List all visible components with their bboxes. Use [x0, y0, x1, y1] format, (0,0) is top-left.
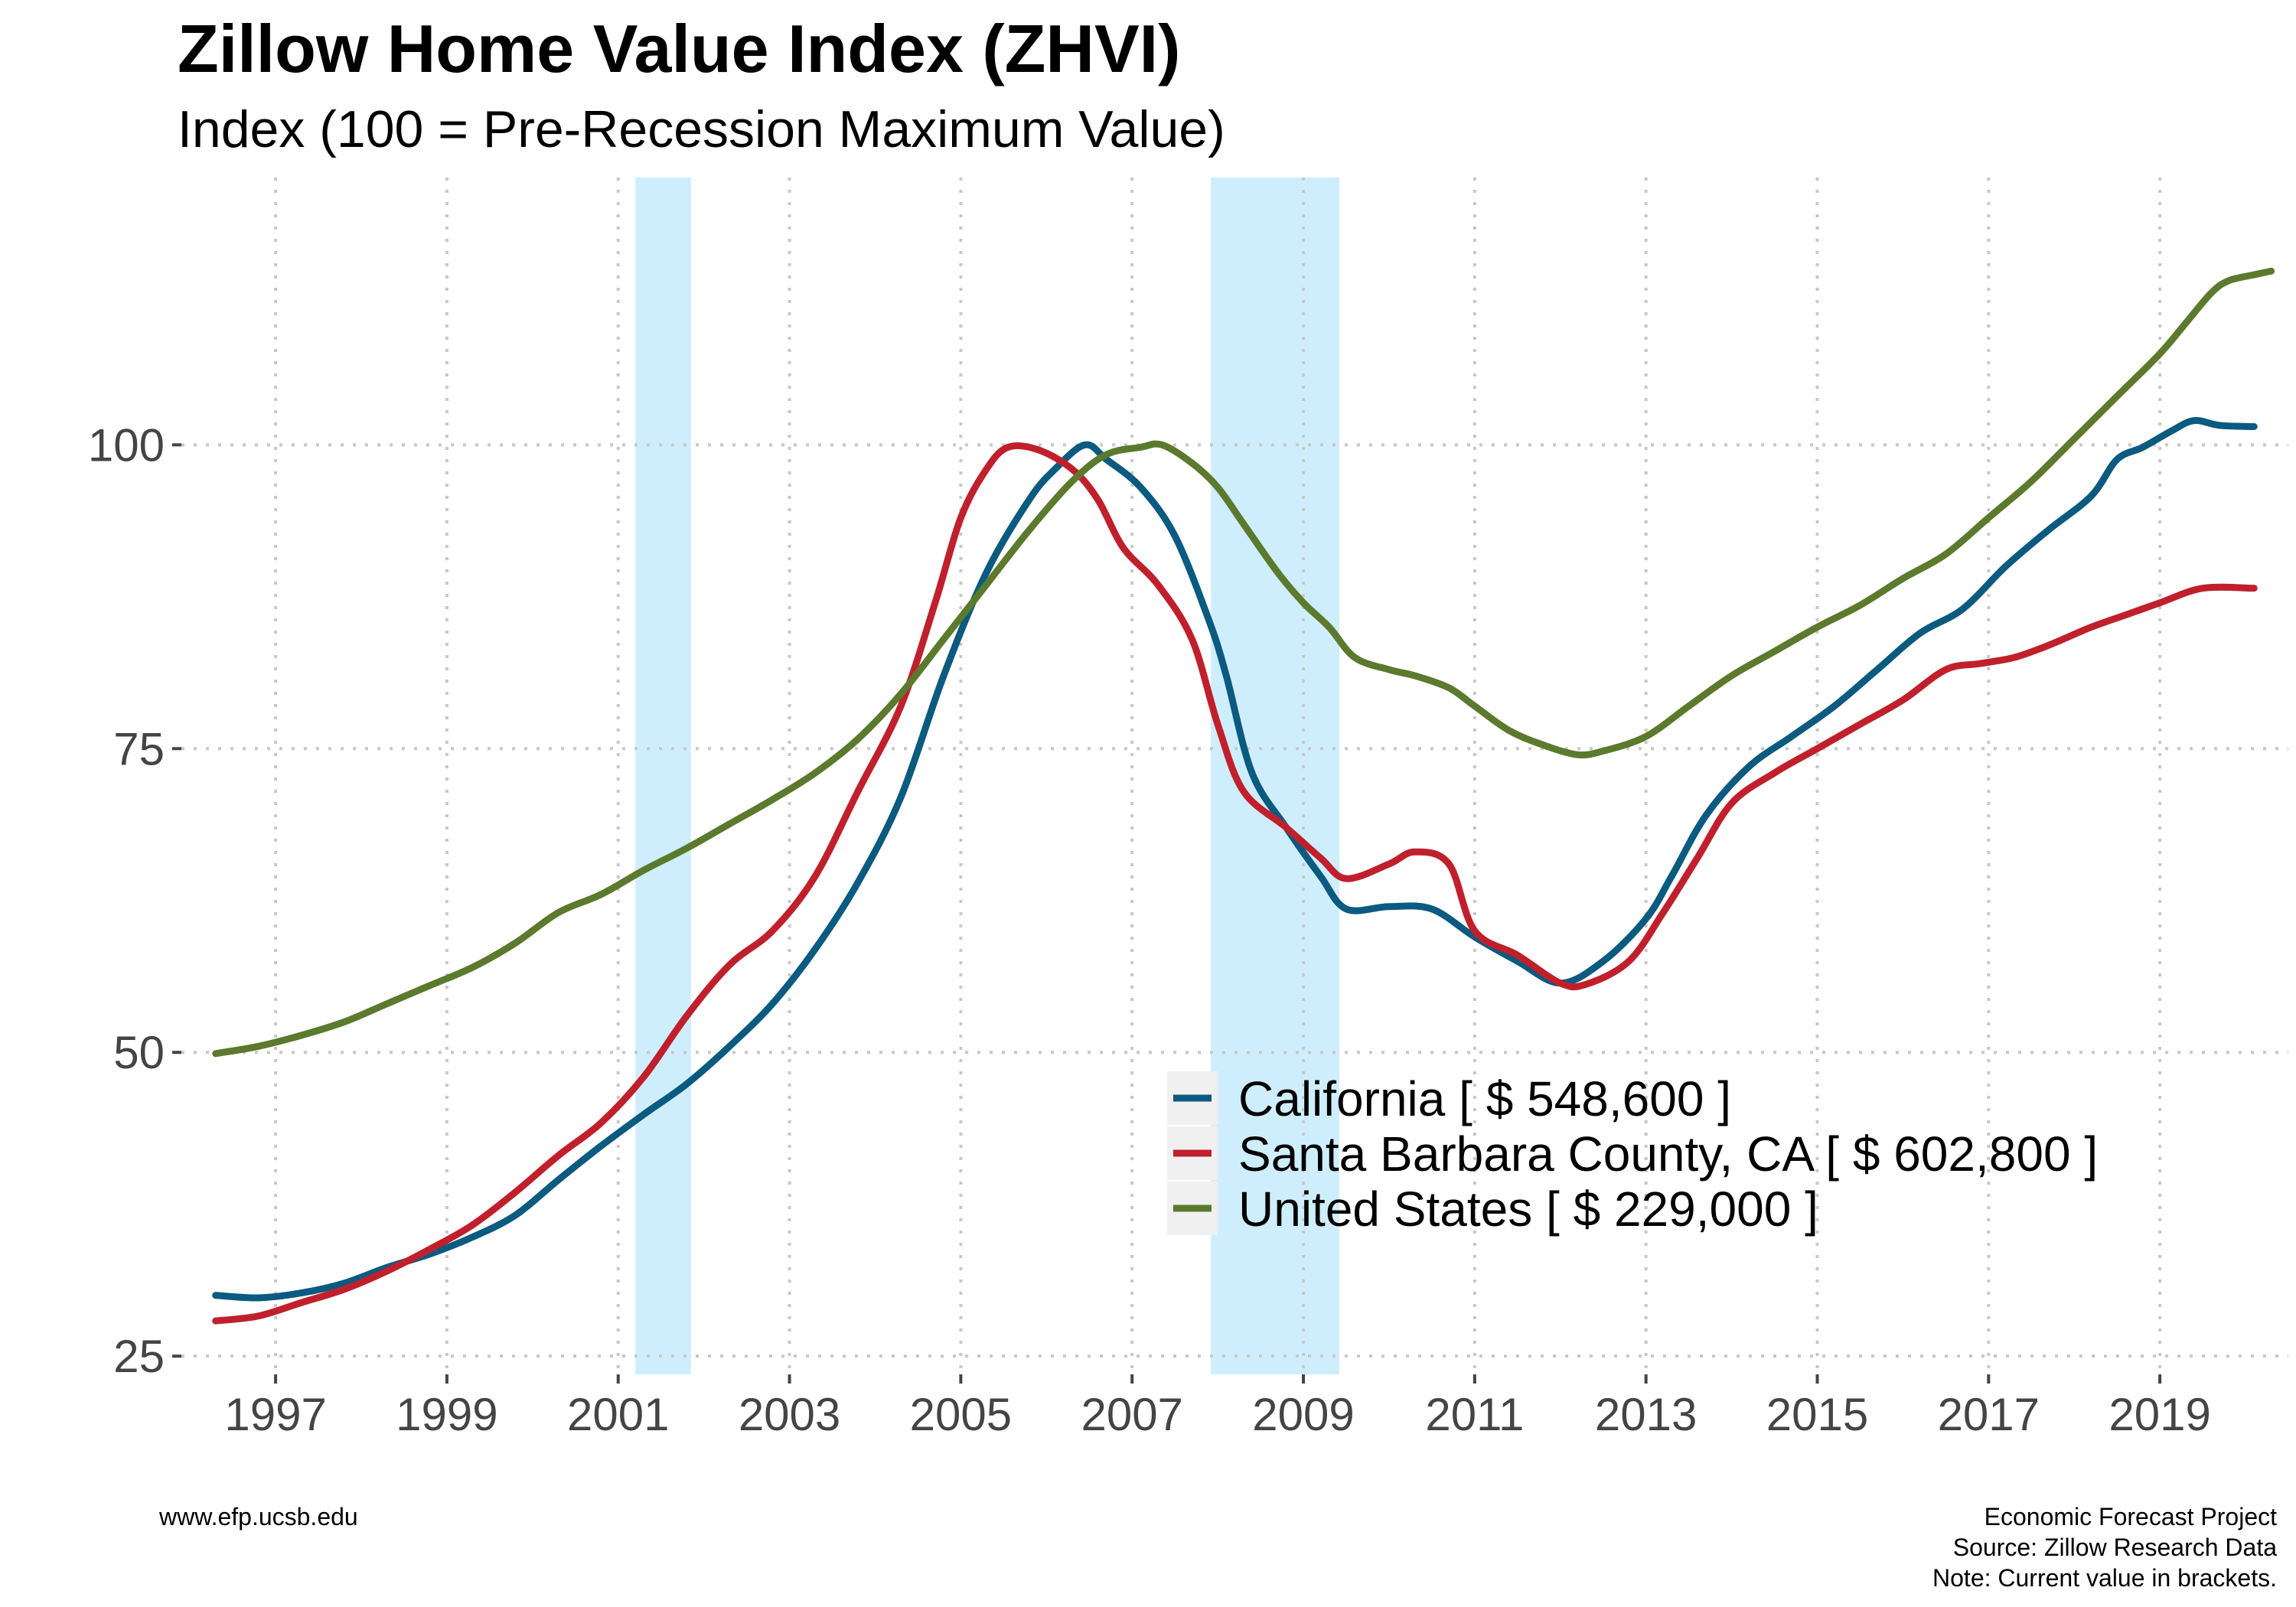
series-line-california — [212, 416, 2258, 1302]
x-tick-label: 2019 — [2108, 1389, 2210, 1440]
series-line-santa-barbara-county — [212, 442, 2258, 1325]
legend-label-california: California [ $ 548,600 ] — [1238, 1071, 1731, 1126]
legend-label-united-states: United States [ $ 229,000 ] — [1238, 1182, 1818, 1237]
x-tick-label: 2017 — [1938, 1389, 2040, 1440]
x-tick-label: 1999 — [396, 1389, 497, 1440]
y-tick-label: 75 — [113, 723, 165, 774]
footer-credit-note: Note: Current value in brackets. — [1932, 1564, 2277, 1592]
x-tick-label: 2005 — [910, 1389, 1012, 1440]
x-tick-label: 2015 — [1766, 1389, 1868, 1440]
x-tick-label: 2003 — [739, 1389, 840, 1440]
x-tick-label: 2011 — [1425, 1389, 1524, 1440]
x-tick-label: 2007 — [1081, 1389, 1182, 1440]
x-tick-label: 2013 — [1595, 1389, 1697, 1440]
chart-subtitle: Index (100 = Pre-Recession Maximum Value… — [178, 100, 1225, 158]
y-tick-label: 50 — [113, 1027, 165, 1078]
x-tick-label: 2001 — [567, 1389, 669, 1440]
footer-website: www.efp.ucsb.edu — [158, 1503, 358, 1530]
legend: California [ $ 548,600 ] Santa Barbara C… — [1167, 1071, 2098, 1237]
series-lines — [212, 267, 2275, 1325]
chart-title: Zillow Home Value Index (ZHVI) — [178, 11, 1180, 86]
grid-lines — [181, 178, 2288, 1374]
x-tick-label: 2009 — [1252, 1389, 1354, 1440]
recession-band-1 — [635, 178, 691, 1374]
footer-credit-source: Source: Zillow Research Data — [1953, 1534, 2277, 1561]
y-tick-label: 100 — [88, 419, 165, 471]
y-axis: 25 50 75 100 — [88, 419, 181, 1382]
y-tick-label: 25 — [113, 1331, 165, 1382]
x-axis: 1997 1999 2001 2003 2005 2007 2009 2011 2013 2015… — [224, 1374, 2211, 1440]
series-line-united-states — [212, 267, 2275, 1058]
footer-credit-project: Economic Forecast Project — [1985, 1503, 2277, 1530]
x-tick-label: 1997 — [224, 1389, 326, 1440]
legend-label-santa-barbara: Santa Barbara County, CA [ $ 602,800 ] — [1238, 1126, 2098, 1182]
recession-bands — [635, 178, 1340, 1374]
